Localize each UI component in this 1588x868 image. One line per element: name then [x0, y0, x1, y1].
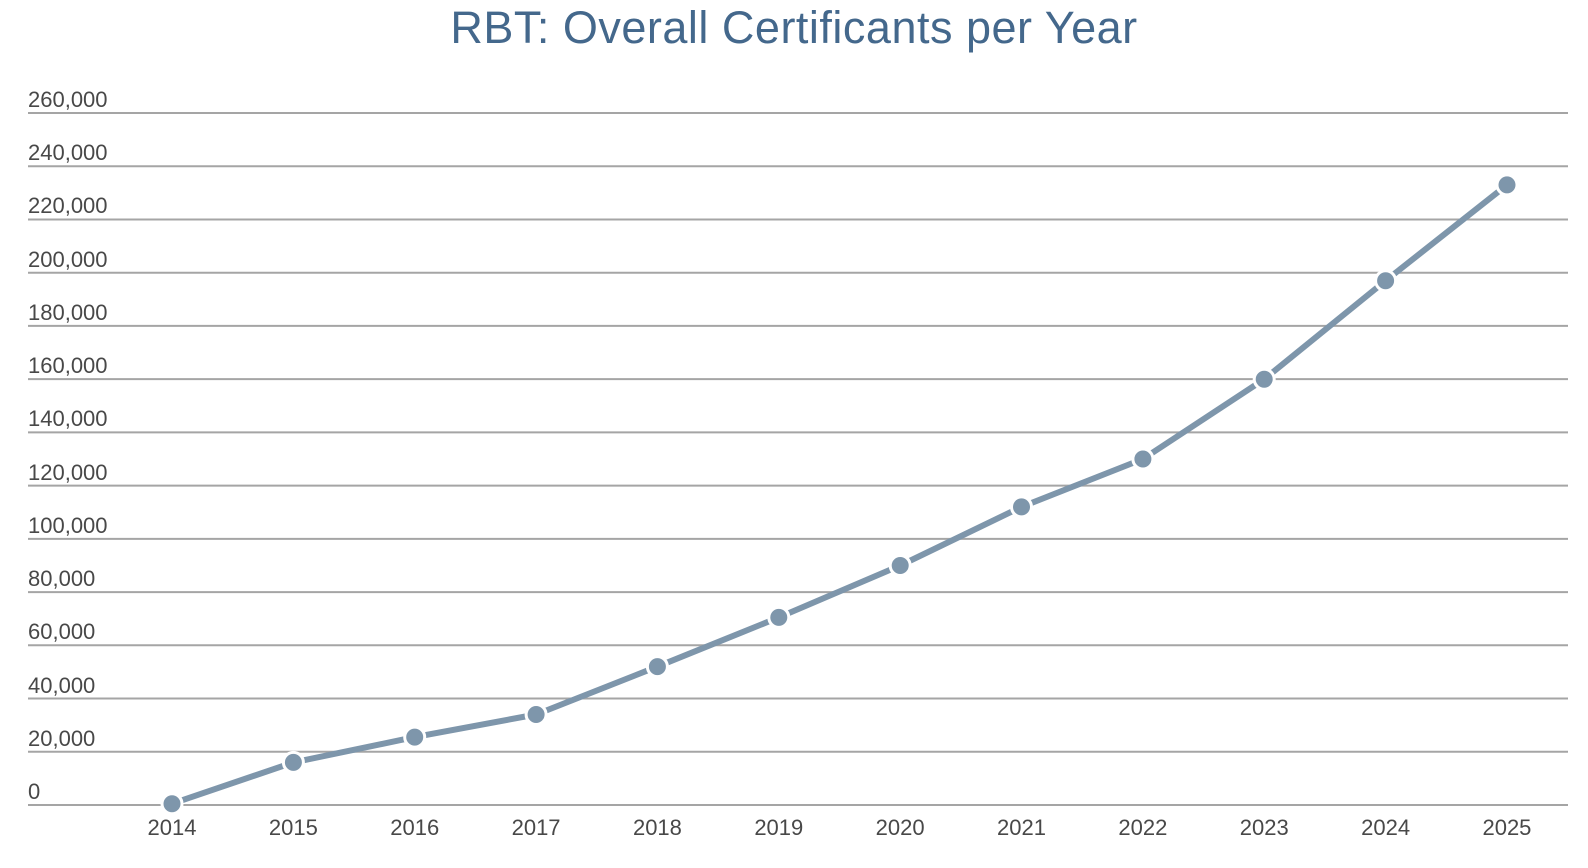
series-line — [171, 182, 1509, 807]
data-point-2019[interactable] — [767, 605, 791, 629]
y-axis-tick-label: 60,000 — [28, 619, 96, 645]
chart-title: RBT: Overall Certificants per Year — [450, 2, 1138, 53]
y-axis-tick-label: 0 — [28, 779, 41, 804]
y-axis-tick-label: 140,000 — [28, 406, 108, 432]
y-axis-tick-label: 40,000 — [28, 672, 96, 698]
y-axis-tick-label: 100,000 — [28, 512, 108, 538]
y-axis-tick-label: 260,000 — [28, 87, 108, 112]
x-axis-tick-label: 2021 — [997, 815, 1046, 840]
data-point-2015[interactable] — [281, 750, 305, 774]
data-point-2025[interactable] — [1495, 173, 1519, 197]
x-axis-tick-label: 2017 — [511, 815, 561, 840]
x-axis-tick-label: 2019 — [754, 815, 804, 840]
y-axis-tick-label: 180,000 — [28, 299, 108, 325]
y-axis-tick-label: 240,000 — [28, 140, 108, 166]
y-axis-tick-label: 120,000 — [28, 459, 108, 485]
x-axis-tick-label: 2016 — [390, 815, 440, 840]
y-axis-tick-label: 160,000 — [28, 353, 108, 379]
data-point-2020[interactable] — [888, 554, 912, 577]
data-point-2014[interactable] — [160, 792, 184, 816]
x-axis-tick-label: 2022 — [1118, 815, 1168, 840]
data-point-2022[interactable] — [1131, 447, 1155, 471]
data-point-2016[interactable] — [403, 725, 427, 749]
x-axis-tick-label: 2015 — [268, 815, 318, 840]
x-axis-tick-label: 2014 — [147, 815, 197, 840]
y-axis-tick-label: 80,000 — [28, 566, 96, 592]
data-point-2017[interactable] — [524, 703, 548, 726]
x-axis-tick-label: 2025 — [1482, 815, 1532, 840]
x-axis-tick-label: 2018 — [632, 815, 682, 840]
data-point-2018[interactable] — [645, 655, 669, 679]
x-axis-tick-label: 2024 — [1361, 815, 1411, 840]
x-axis-tick-label: 2023 — [1239, 815, 1289, 840]
data-point-2021[interactable] — [1010, 495, 1033, 519]
x-axis-tick-label: 2020 — [875, 815, 925, 840]
y-axis-tick-label: 200,000 — [28, 246, 108, 272]
data-point-2023[interactable] — [1252, 367, 1276, 391]
data-point-2024[interactable] — [1374, 269, 1398, 293]
y-axis-tick-label: 20,000 — [28, 725, 96, 751]
y-axis-tick-label: 220,000 — [28, 193, 108, 219]
